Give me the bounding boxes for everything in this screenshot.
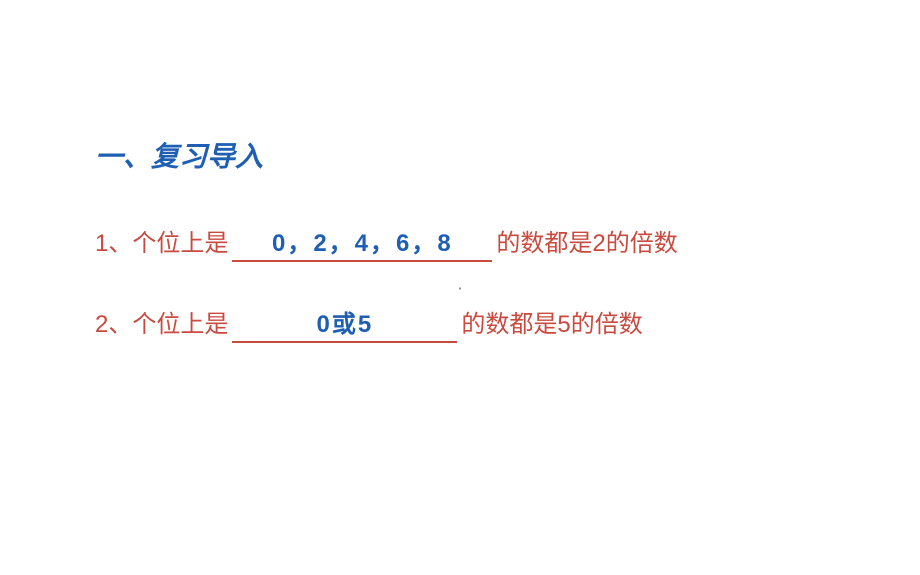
line-1-prefix: 1、个位上是 [95,223,228,258]
line-2-answer: 0或5 [317,304,374,339]
slide-content: 一、复习导入 1、个位上是 0，2，4，6，8 的数都是2的倍数 2、个位上是 … [95,135,855,385]
review-line-2: 2、个位上是 0或5 的数都是5的倍数 [95,304,855,343]
center-dot-icon: · [457,277,463,298]
review-line-1: 1、个位上是 0，2，4，6，8 的数都是2的倍数 [95,223,855,262]
line-2-prefix: 2、个位上是 [95,304,228,339]
line-2-blank: 0或5 [232,304,457,343]
line-1-suffix: 的数都是2的倍数 [496,223,677,258]
line-1-answer: 0，2，4，6，8 [272,223,453,258]
line-1-blank: 0，2，4，6，8 [232,223,492,262]
section-title: 一、复习导入 [95,135,855,175]
line-2-suffix: 的数都是5的倍数 [461,304,642,339]
